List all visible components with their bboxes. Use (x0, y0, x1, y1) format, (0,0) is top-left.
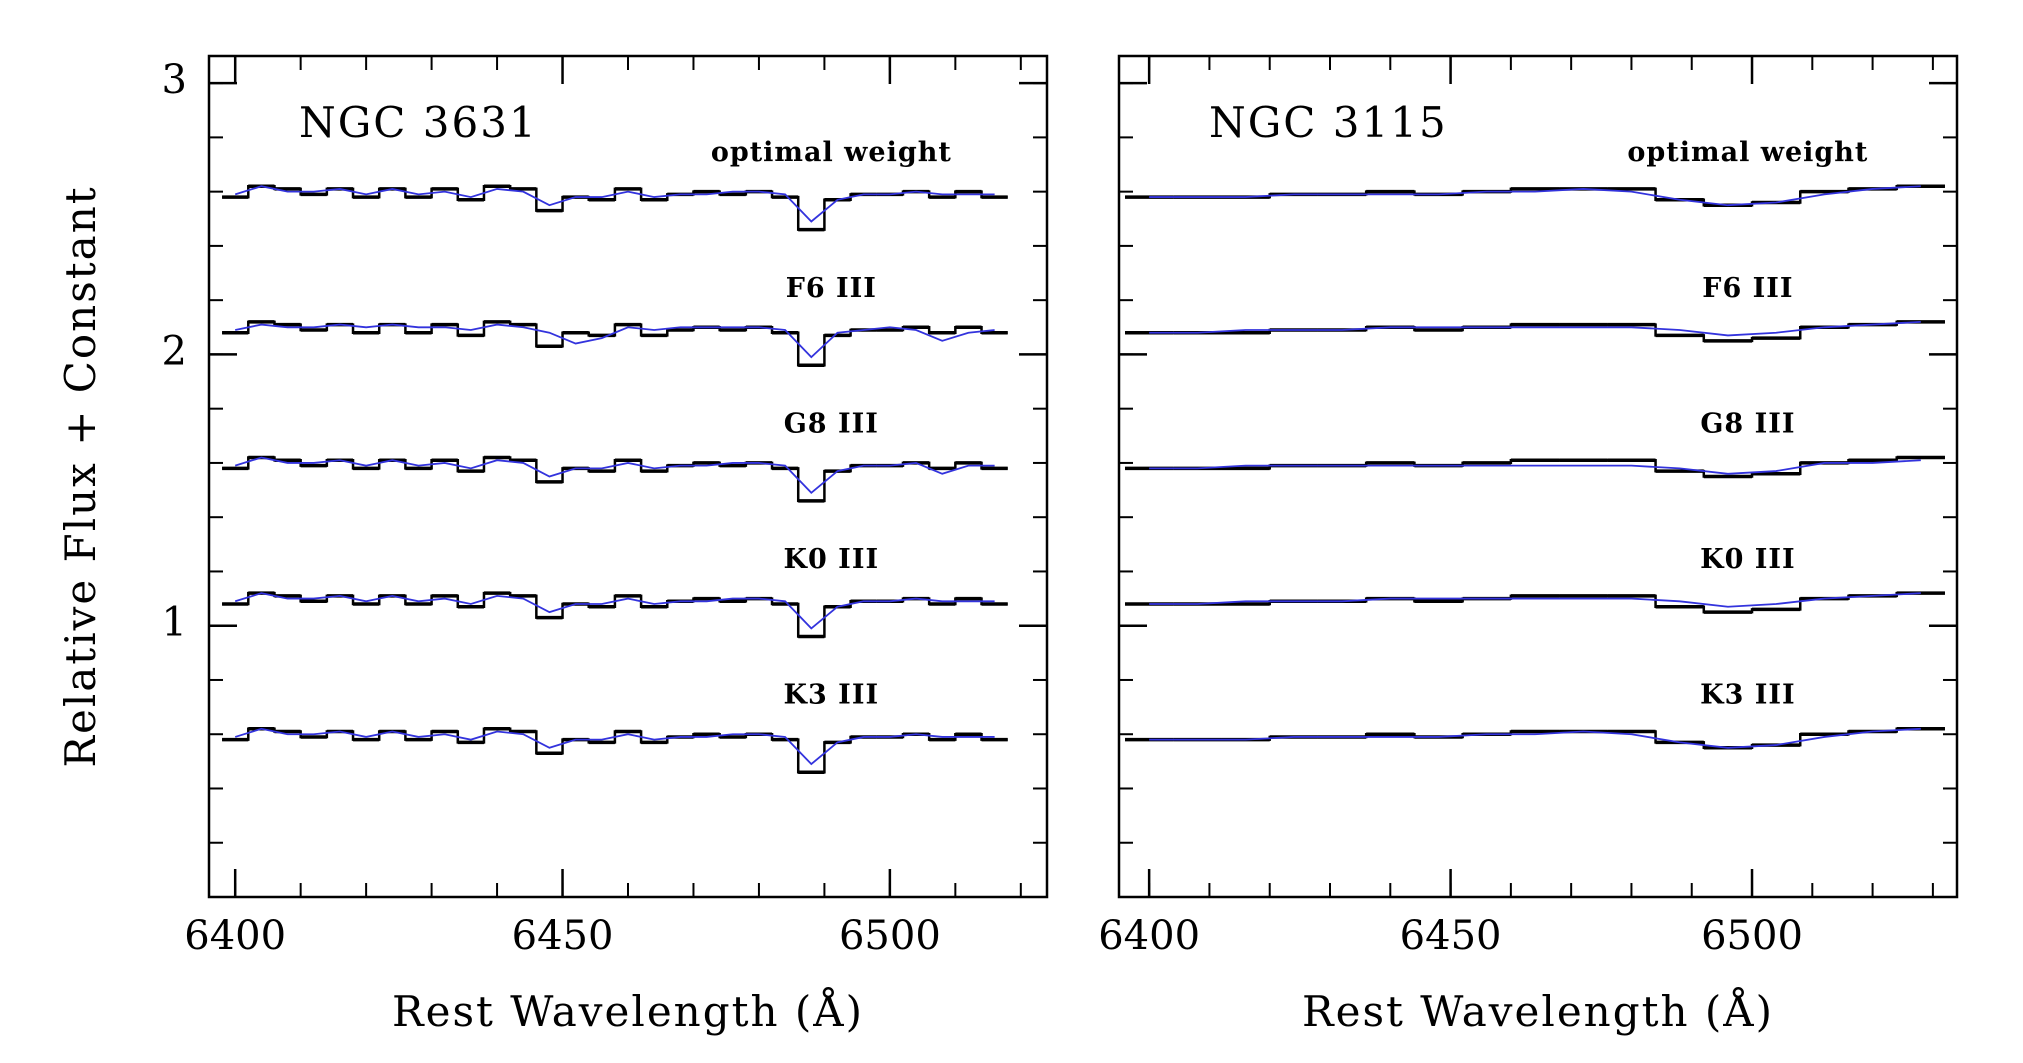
series-label: K0 III (784, 544, 880, 575)
series-label: K3 III (784, 680, 880, 711)
model-spectrum (1149, 727, 1921, 749)
series-label: K0 III (1700, 544, 1796, 575)
y-tick-label: 1 (162, 600, 187, 646)
x-tick-label: 6450 (512, 913, 614, 959)
series-label: F6 III (1702, 273, 1793, 304)
panel-title: NGC 3115 (1209, 98, 1448, 147)
model-spectrum (234, 727, 995, 766)
x-tick-label: 6400 (184, 913, 286, 959)
series-label: G8 III (1700, 408, 1795, 439)
series-label: K3 III (1700, 680, 1796, 711)
y-tick-label: 2 (162, 328, 187, 374)
y-axis-title: Relative Flux + Constant (56, 185, 105, 767)
model-spectrum (1149, 459, 1921, 475)
model-spectrum (1149, 592, 1921, 608)
model-spectrum (234, 456, 995, 495)
x-axis-title: Rest Wavelength (Å) (392, 986, 864, 1036)
x-tick-label: 6400 (1098, 913, 1200, 959)
x-tick-label: 6500 (1701, 913, 1803, 959)
y-tick-label: 3 (162, 57, 187, 103)
plot-frame (207, 54, 1049, 899)
panel: 6400 6450 6500 Rest Wavelength (Å) NGC 3115 o… (1098, 54, 1959, 1036)
plot-frame (1117, 54, 1959, 899)
x-tick-label: 6450 (1400, 913, 1502, 959)
model-spectrum (234, 592, 995, 630)
model-spectrum (1149, 320, 1921, 337)
panel: 6400 6450 6500 1 2 3 Rest Wavelength (Å) Relati… (56, 54, 1049, 1036)
series-label: optimal weight (1627, 137, 1868, 168)
model-spectrum (1149, 185, 1921, 207)
model-spectrum (235, 323, 995, 359)
panel-title: NGC 3631 (299, 98, 538, 147)
model-spectrum (234, 185, 995, 223)
x-axis-title: Rest Wavelength (Å) (1302, 986, 1774, 1036)
series-label: G8 III (784, 408, 879, 439)
x-tick-label: 6500 (839, 913, 941, 959)
series-label: F6 III (786, 273, 877, 304)
series-label: optimal weight (711, 137, 952, 168)
